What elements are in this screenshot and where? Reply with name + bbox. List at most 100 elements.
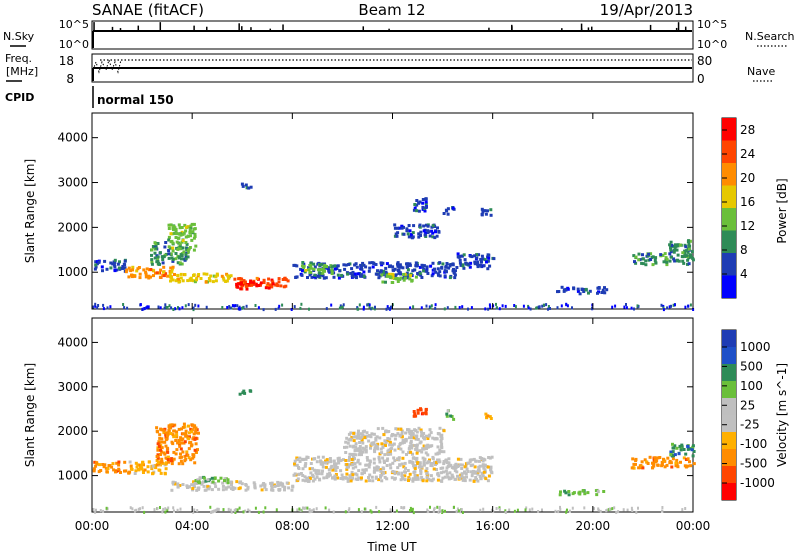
scatter-cell <box>436 226 439 230</box>
scatter-cell <box>422 267 426 271</box>
scatter-cell <box>135 269 139 273</box>
scatter-cell <box>361 450 365 454</box>
scatter-cell <box>226 481 230 485</box>
scatter-cell <box>226 274 230 278</box>
scatter-cell <box>240 277 244 281</box>
scatter-cell <box>596 286 600 290</box>
scatter-cell <box>352 431 356 435</box>
scatter-cell <box>692 450 696 453</box>
scatter-cell <box>350 477 354 481</box>
scatter-cell <box>308 270 312 274</box>
scatter-cell <box>436 472 440 476</box>
scatter-cell <box>480 471 484 475</box>
scatter-cell <box>492 257 496 261</box>
scatter-cell <box>378 436 382 440</box>
scatter-cell <box>458 258 462 262</box>
scatter-cell <box>185 434 189 438</box>
scatter-cell <box>297 467 301 470</box>
scatter-cell <box>413 268 417 272</box>
scatter-cell <box>262 278 266 282</box>
scatter-cell <box>364 265 368 269</box>
scatter-cell <box>361 261 365 265</box>
scatter-cell <box>194 431 198 435</box>
scatter-cell <box>396 466 400 470</box>
scatter-cell <box>671 442 674 446</box>
near-range-echo <box>661 506 664 509</box>
scatter-cell <box>400 429 404 433</box>
scatter-cell <box>324 461 327 465</box>
near-range-echo <box>159 306 162 310</box>
scatter-cell <box>443 274 447 278</box>
scatter-cell <box>605 288 609 292</box>
scatter-cell <box>263 483 267 487</box>
near-range-echo <box>135 508 138 512</box>
scatter-cell <box>177 439 181 443</box>
scatter-cell <box>175 448 179 452</box>
near-range-echo <box>617 510 620 514</box>
scatter-cell <box>691 454 695 458</box>
scatter-cell <box>367 465 371 469</box>
scatter-cell <box>372 457 376 461</box>
scatter-cell <box>438 270 442 274</box>
scatter-cell <box>168 272 172 276</box>
near-range-echo <box>177 306 179 310</box>
scatter-cell <box>133 274 137 278</box>
near-range-echo <box>461 305 464 309</box>
scatter-cell <box>127 266 131 270</box>
scatter-cell <box>416 411 420 415</box>
scatter-cell <box>489 417 493 420</box>
near-range-echo <box>146 305 149 309</box>
near-range-echo <box>429 306 432 310</box>
scatter-cell <box>473 254 477 258</box>
scatter-cell <box>238 486 242 490</box>
time-tick-label: 16:00 <box>475 519 510 533</box>
scatter-cell <box>255 284 259 288</box>
scatter-cell <box>486 465 490 469</box>
near-range-echo <box>606 508 609 512</box>
scatter-cell <box>341 458 345 462</box>
scatter-cell <box>127 275 131 279</box>
scatter-cell <box>427 477 431 481</box>
scatter-cell <box>637 258 641 262</box>
scatter-cell <box>134 469 138 473</box>
scatter-cell <box>419 428 423 432</box>
scatter-cell <box>163 245 167 249</box>
scatter-cell <box>640 460 644 464</box>
scatter-cell <box>672 248 676 252</box>
scatter-cell <box>677 452 681 456</box>
nave-tick-high: 80 <box>697 54 712 68</box>
near-range-echo <box>615 510 618 514</box>
near-range-echo <box>164 510 167 514</box>
scatter-cell <box>487 474 491 478</box>
scatter-cell <box>347 458 351 462</box>
scatter-cell <box>467 461 471 465</box>
scatter-cell <box>656 463 660 467</box>
scatter-cell <box>321 469 324 473</box>
scatter-cell <box>155 271 159 275</box>
scatter-cell <box>170 239 174 243</box>
scatter-cell <box>156 461 160 464</box>
scatter-cell <box>247 186 251 190</box>
scatter-cell <box>386 453 390 456</box>
scatter-cell <box>563 489 567 493</box>
scatter-cell <box>415 449 419 453</box>
near-range-echo <box>495 306 498 310</box>
scatter-cell <box>180 240 184 244</box>
scatter-cell <box>389 264 392 268</box>
near-range-echo <box>429 505 431 509</box>
freq-label-1: Freq. <box>5 52 32 65</box>
scatter-cell <box>158 251 162 255</box>
scatter-cell <box>383 453 387 457</box>
scatter-cell <box>323 263 327 267</box>
scatter-cell <box>424 231 428 235</box>
scatter-cell <box>186 234 190 238</box>
near-range-echo <box>340 306 343 309</box>
scatter-cell <box>274 283 278 287</box>
scatter-cell <box>451 269 455 273</box>
near-range-echo <box>164 303 167 307</box>
scatter-cell <box>418 225 422 229</box>
scatter-cell <box>410 443 414 447</box>
scatter-cell <box>669 248 673 252</box>
